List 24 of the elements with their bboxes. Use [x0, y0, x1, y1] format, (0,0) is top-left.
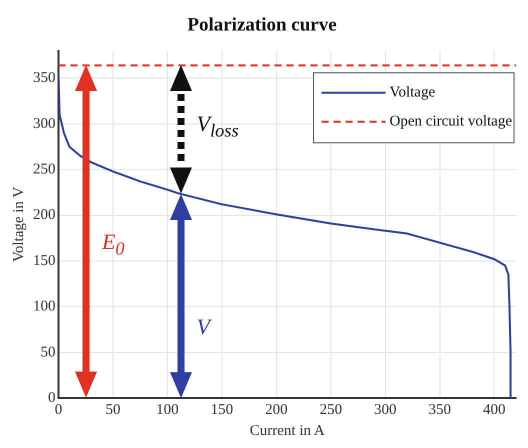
- x-tick-label: 300: [374, 402, 397, 418]
- x-tick-label: 250: [320, 402, 342, 418]
- legend-label: Voltage: [390, 84, 436, 101]
- annotation: E$_{0}$: [102, 228, 125, 260]
- y-tick-label: 200: [33, 207, 56, 224]
- legend-label: Open circuit voltage: [390, 114, 512, 130]
- y-tick-label: 100: [33, 298, 56, 315]
- y-tick-label: 250: [33, 162, 56, 178]
- x-tick-label: 50: [105, 402, 120, 418]
- y-tick-label: 350: [33, 70, 56, 86]
- y-tick-label: 300: [33, 116, 56, 132]
- x-tick-label: 350: [428, 402, 451, 418]
- x-axis-title: Current in A: [250, 422, 325, 439]
- y-tick-label: 50: [40, 344, 56, 360]
- y-tick-label: 0: [48, 390, 56, 406]
- x-tick-label: 200: [265, 402, 288, 418]
- y-tick-label: 150: [33, 252, 56, 269]
- x-tick-label: 400: [482, 402, 506, 418]
- x-tick-label: 150: [210, 402, 234, 418]
- annotation: V: [196, 312, 210, 341]
- annotation: V$_{loss}$: [196, 110, 239, 142]
- x-tick-label: 100: [156, 402, 179, 418]
- chart-title: Polarization curve: [187, 14, 337, 36]
- y-axis-title: Voltage in V: [10, 186, 27, 262]
